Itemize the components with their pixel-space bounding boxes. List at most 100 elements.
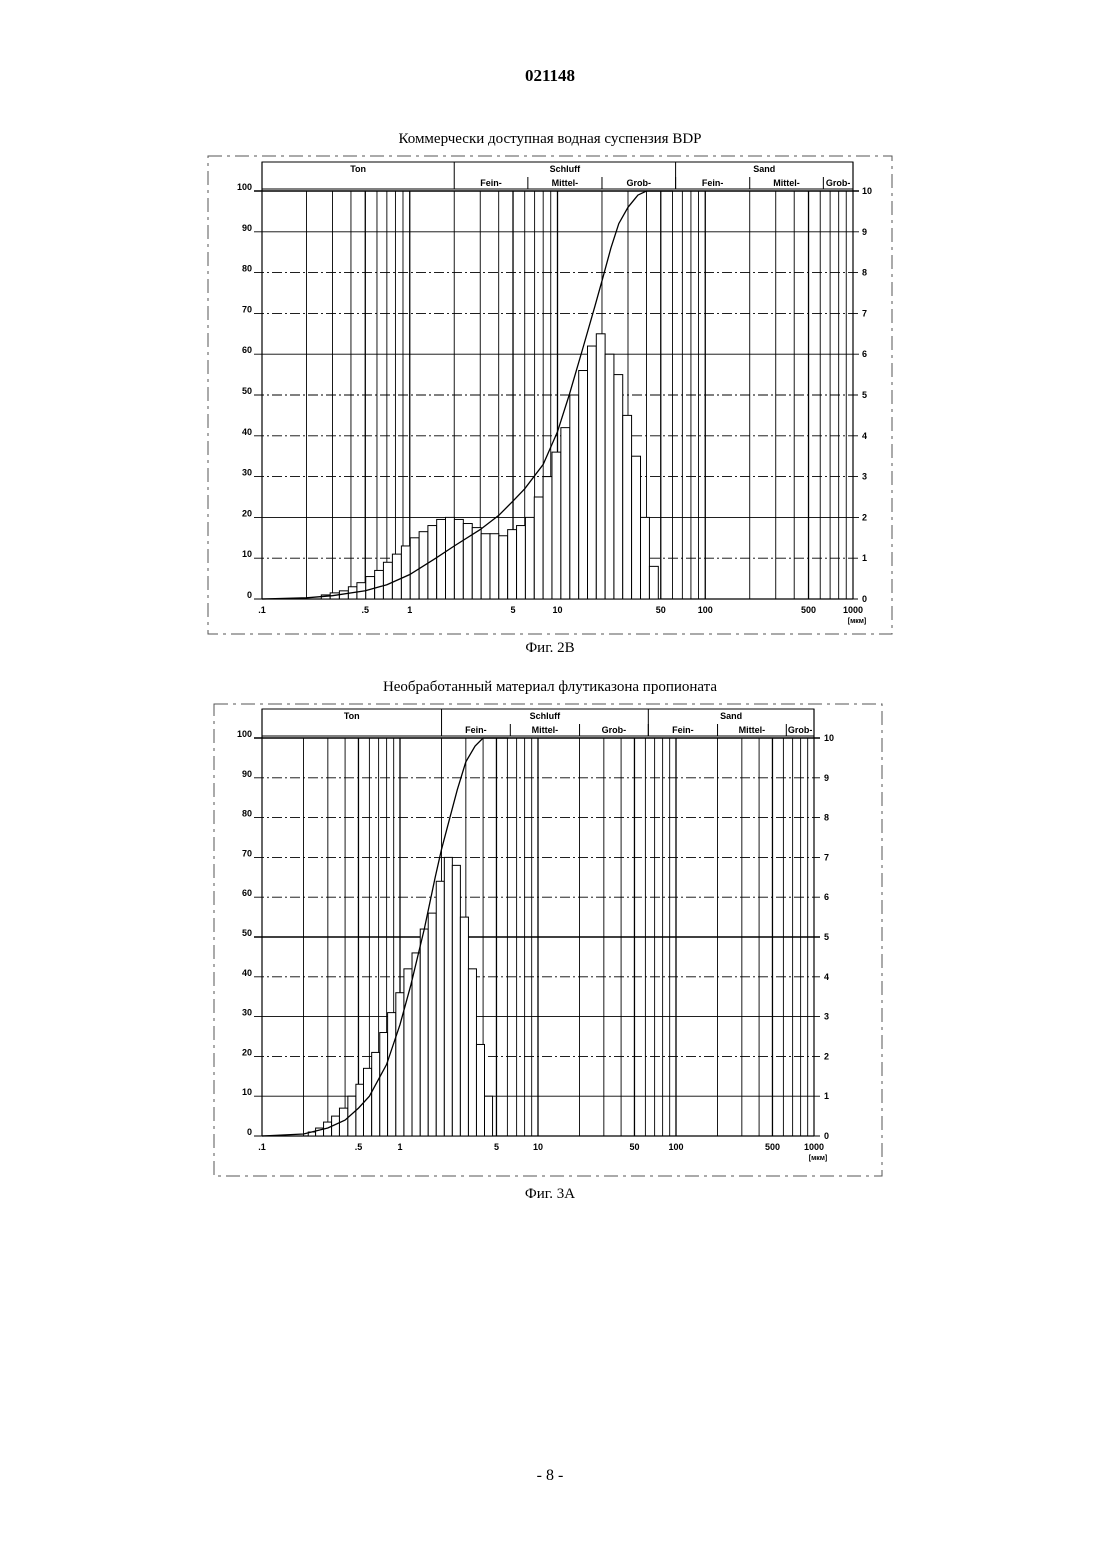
right-axis-tick-label: 3 <box>824 1012 829 1022</box>
classification-subgroup-label: Fein- <box>465 725 487 735</box>
classification-subgroup-label: Mittel- <box>552 178 579 188</box>
histogram-bar <box>525 517 534 599</box>
document-number: 021148 <box>0 66 1100 86</box>
right-axis-tick-label: 1 <box>862 553 867 563</box>
x-axis-unit-label: [мкм] <box>809 1155 828 1162</box>
x-axis-tick-label: 10 <box>552 605 562 615</box>
classification-subgroup-label: Grob- <box>602 725 627 735</box>
histogram-bar <box>372 1052 380 1136</box>
classification-group-label: Schluff <box>550 164 582 174</box>
histogram-bar <box>517 526 526 599</box>
classification-group-label: Sand <box>720 711 742 721</box>
left-axis-tick-label: 0 <box>247 1127 252 1137</box>
left-axis-tick-label: 10 <box>242 549 252 559</box>
x-axis-tick-label: 100 <box>698 605 713 615</box>
page-number: - 8 - <box>0 1467 1100 1485</box>
histogram-bar <box>641 517 650 599</box>
histogram-bar <box>436 881 444 1136</box>
x-axis-tick-label: 50 <box>656 605 666 615</box>
left-axis-tick-label: 80 <box>242 264 252 274</box>
histogram-bar <box>452 865 460 1136</box>
right-axis-tick-label: 10 <box>824 733 834 743</box>
histogram-bar <box>552 452 561 599</box>
figure-3a-title: Необработанный материал флутиказона проп… <box>0 679 1100 696</box>
left-axis-tick-label: 90 <box>242 223 252 233</box>
left-axis-tick-label: 0 <box>247 590 252 600</box>
x-axis-tick-label: .5 <box>362 605 370 615</box>
histogram-bar <box>454 519 463 599</box>
right-axis-tick-label: 5 <box>862 390 867 400</box>
right-axis-tick-label: 3 <box>862 472 867 482</box>
histogram-bar <box>420 929 428 1136</box>
right-axis-tick-label: 4 <box>824 972 829 982</box>
histogram-bar <box>366 577 375 599</box>
classification-subgroup-label: Grob- <box>627 178 652 188</box>
left-axis-tick-label: 40 <box>242 427 252 437</box>
left-axis-tick-label: 50 <box>242 386 252 396</box>
right-axis-tick-label: 6 <box>862 349 867 359</box>
right-axis-tick-label: 5 <box>824 932 829 942</box>
histogram-bar <box>632 456 641 599</box>
histogram-bar <box>380 1033 388 1136</box>
left-axis-tick-label: 30 <box>242 1008 252 1018</box>
histogram-bar <box>383 562 392 599</box>
histogram-bar <box>588 346 597 599</box>
right-axis-tick-label: 7 <box>862 308 867 318</box>
left-axis-tick-label: 70 <box>242 304 252 314</box>
x-axis-tick-label: .5 <box>355 1142 363 1152</box>
classification-subgroup-label: Mittel- <box>773 178 800 188</box>
x-axis-tick-label: 5 <box>511 605 516 615</box>
classification-subgroup-label: Mittel- <box>739 725 766 735</box>
histogram-bar <box>472 528 481 599</box>
histogram-bar <box>543 477 552 599</box>
figure-2b-chart: TonSchluffSandFein-Mittel-Grob-Fein-Mitt… <box>0 150 1100 640</box>
left-axis-tick-label: 60 <box>242 888 252 898</box>
classification-group-label: Schluff <box>530 711 562 721</box>
x-axis-tick-label: 1 <box>407 605 412 615</box>
histogram-bar <box>460 917 468 1136</box>
right-axis-tick-label: 9 <box>824 773 829 783</box>
histogram-bar <box>468 969 476 1136</box>
histogram-bar <box>579 371 588 599</box>
classification-subgroup-label: Grob- <box>826 178 851 188</box>
histogram-bar <box>437 519 446 599</box>
left-axis-tick-label: 50 <box>242 928 252 938</box>
histogram-bar <box>401 546 410 599</box>
right-axis-tick-label: 6 <box>824 892 829 902</box>
left-axis-tick-label: 10 <box>242 1087 252 1097</box>
left-axis-tick-label: 60 <box>242 345 252 355</box>
left-axis-tick-label: 20 <box>242 1047 252 1057</box>
figure-2b-caption: Фиг. 2В <box>0 640 1100 657</box>
histogram-bar <box>508 530 517 599</box>
histogram-bar <box>623 415 632 599</box>
right-axis-tick-label: 8 <box>824 813 829 823</box>
right-axis-tick-label: 7 <box>824 852 829 862</box>
left-axis-tick-label: 90 <box>242 769 252 779</box>
histogram-bar <box>485 1096 493 1136</box>
figure-2b-title: Коммерчески доступная водная суспензия B… <box>0 131 1100 148</box>
histogram-bar <box>534 497 543 599</box>
classification-group-label: Ton <box>350 164 366 174</box>
histogram-bar <box>561 428 570 599</box>
histogram-bar <box>649 566 658 599</box>
right-axis-tick-label: 10 <box>862 186 872 196</box>
right-axis-tick-label: 0 <box>862 594 867 604</box>
histogram-bar <box>410 538 419 599</box>
histogram-bar <box>428 913 436 1136</box>
left-axis-tick-label: 80 <box>242 809 252 819</box>
x-axis-tick-label: .1 <box>258 605 266 615</box>
x-axis-tick-label: 1 <box>397 1142 402 1152</box>
histogram-bar <box>490 534 499 599</box>
classification-subgroup-label: Fein- <box>480 178 502 188</box>
left-axis-tick-label: 30 <box>242 468 252 478</box>
x-axis-tick-label: 5 <box>494 1142 499 1152</box>
classification-subgroup-label: Fein- <box>672 725 694 735</box>
chart-outer-frame <box>214 704 882 1176</box>
histogram-bar <box>375 570 384 599</box>
histogram-bar <box>388 1013 396 1136</box>
left-axis-tick-label: 40 <box>242 968 252 978</box>
x-axis-tick-label: 10 <box>533 1142 543 1152</box>
histogram-bar <box>444 857 452 1136</box>
histogram-bar <box>614 375 623 599</box>
histogram-bar <box>570 395 579 599</box>
